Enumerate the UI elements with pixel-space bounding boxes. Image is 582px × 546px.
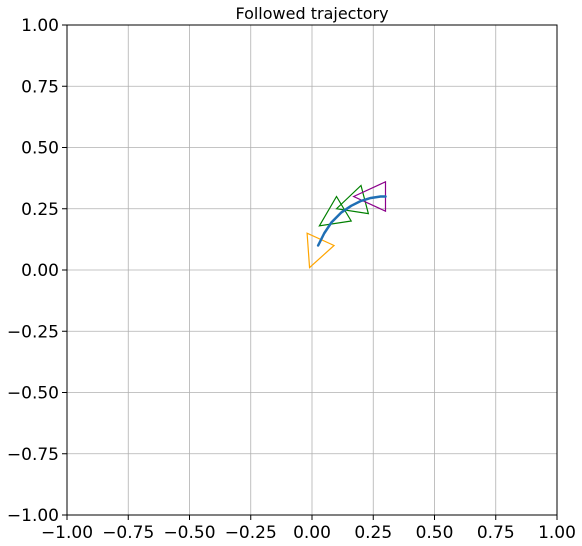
plot-frame <box>66 24 558 516</box>
y-tick-label: 0.75 <box>21 77 59 97</box>
pose-triangles <box>306 180 387 269</box>
x-tick-label: 0.00 <box>293 523 331 543</box>
x-tick-label: 0.50 <box>416 523 454 543</box>
y-tick-label: 1.00 <box>21 16 59 36</box>
trajectory <box>316 195 387 247</box>
x-tick-label: 0.25 <box>354 523 392 543</box>
y-tick-label: 0.00 <box>21 261 59 281</box>
y-axis-ticks: −1.00 −0.75 −0.50 −0.25 0.00 0.25 0.50 0.75 1.00 <box>7 16 67 526</box>
y-tick-label: 0.50 <box>21 139 59 159</box>
x-tick-label: −0.25 <box>225 523 277 543</box>
x-tick-label: −0.75 <box>102 523 154 543</box>
y-tick-label: −0.75 <box>7 445 59 465</box>
x-axis-ticks: −1.00 −0.75 −0.50 −0.25 0.00 0.25 0.50 0.75 1.00 <box>41 515 576 543</box>
x-tick-label: 0.75 <box>477 523 515 543</box>
pose-triangle-2 <box>318 195 353 227</box>
y-tick-label: 0.25 <box>21 200 59 220</box>
y-tick-label: −0.25 <box>7 322 59 342</box>
x-tick-label: 1.00 <box>538 523 576 543</box>
grid <box>66 24 558 516</box>
x-tick-label: −0.50 <box>163 523 215 543</box>
chart-title: Followed trajectory <box>235 4 388 23</box>
x-tick-label: −1.00 <box>41 523 93 543</box>
y-tick-label: −0.50 <box>7 384 59 404</box>
trajectory-line <box>316 195 387 247</box>
y-tick-label: −1.00 <box>7 506 59 526</box>
